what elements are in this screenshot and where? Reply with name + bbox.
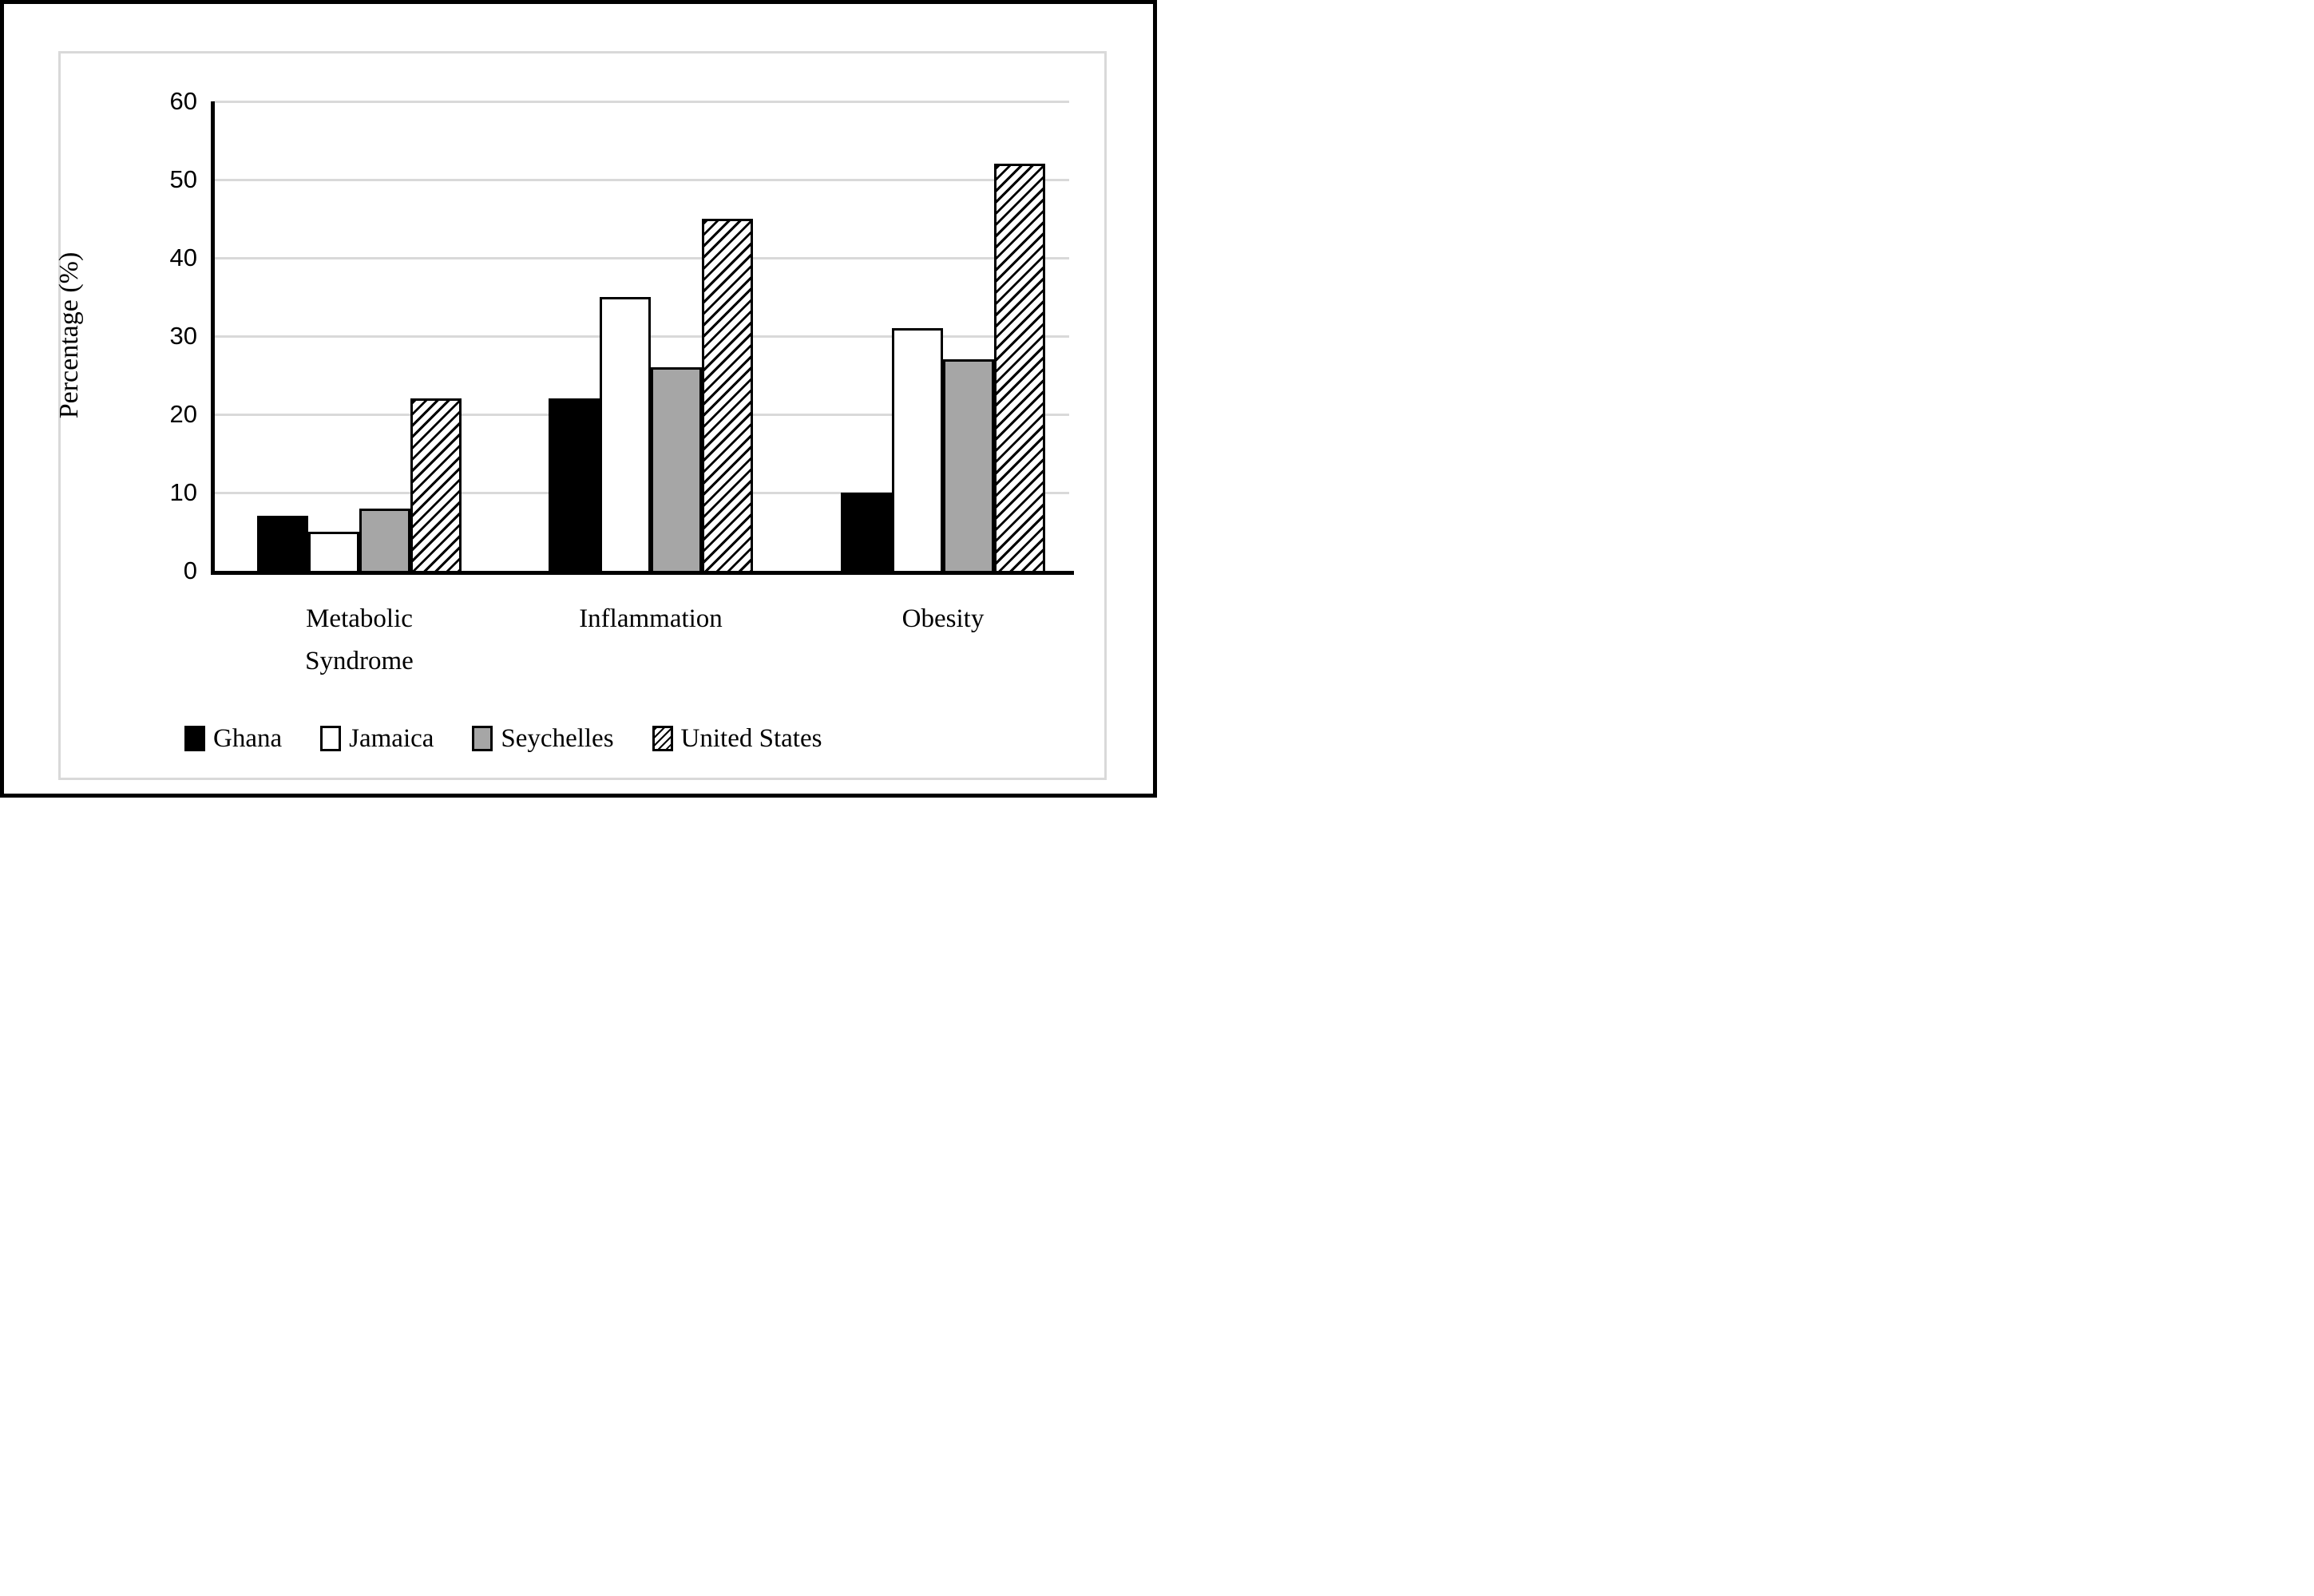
category-label-obesity: Obesity — [901, 604, 985, 633]
bar-jamaica-metabolic-syndrome — [308, 532, 359, 573]
bar-united-states-metabolic-syndrome — [410, 398, 462, 573]
y-tick-10: 10 — [169, 478, 197, 506]
legend-marker-jamaica-icon — [320, 726, 342, 751]
legend-marker-united-states-icon — [652, 726, 673, 751]
figure-canvas: 0 10 20 30 40 50 60 Percentage (%) Metabolic S… — [0, 0, 1157, 798]
chart-frame — [58, 51, 1107, 780]
bar-seychelles-metabolic-syndrome — [359, 508, 410, 573]
gridline-50 — [212, 179, 1069, 181]
legend-item-seychelles: Seychelles — [472, 723, 614, 754]
bar-ghana-metabolic-syndrome — [257, 516, 308, 573]
bar-united-states-inflammation — [702, 219, 753, 573]
bar-seychelles-obesity — [943, 359, 994, 573]
gridline-60 — [212, 101, 1069, 103]
y-tick-60: 60 — [169, 87, 197, 115]
bar-jamaica-obesity — [892, 328, 943, 573]
bar-united-states-obesity — [994, 164, 1045, 573]
legend-label-ghana: Ghana — [213, 723, 283, 753]
gridline-40 — [212, 257, 1069, 259]
legend-item-ghana: Ghana — [184, 724, 282, 754]
category-label-metabolic-syndrome: Metabolic Syndrome — [305, 604, 414, 675]
legend: Ghana Jamaica Seychelles United States — [184, 721, 822, 756]
legend-label-united-states: United States — [680, 723, 822, 753]
x-axis-line — [211, 571, 1074, 575]
legend-item-jamaica: Jamaica — [320, 724, 434, 754]
legend-item-united-states: United States — [652, 724, 822, 754]
bar-ghana-inflammation — [549, 398, 600, 573]
bar-jamaica-inflammation — [600, 297, 651, 573]
y-tick-40: 40 — [169, 244, 197, 271]
y-tick-30: 30 — [169, 322, 197, 350]
y-tick-0: 0 — [183, 556, 197, 584]
y-axis-line — [211, 101, 215, 575]
bar-seychelles-inflammation — [651, 367, 702, 573]
category-label-inflammation: Inflammation — [579, 604, 723, 633]
legend-marker-ghana-icon — [184, 726, 205, 751]
y-tick-20: 20 — [169, 400, 197, 428]
y-tick-50: 50 — [169, 165, 197, 193]
y-axis-title: Percentage (%) — [54, 251, 84, 419]
legend-label-seychelles: Seychelles — [501, 723, 614, 753]
legend-label-jamaica: Jamaica — [349, 723, 434, 753]
bar-ghana-obesity — [841, 493, 892, 573]
legend-marker-seychelles-icon — [472, 726, 493, 751]
